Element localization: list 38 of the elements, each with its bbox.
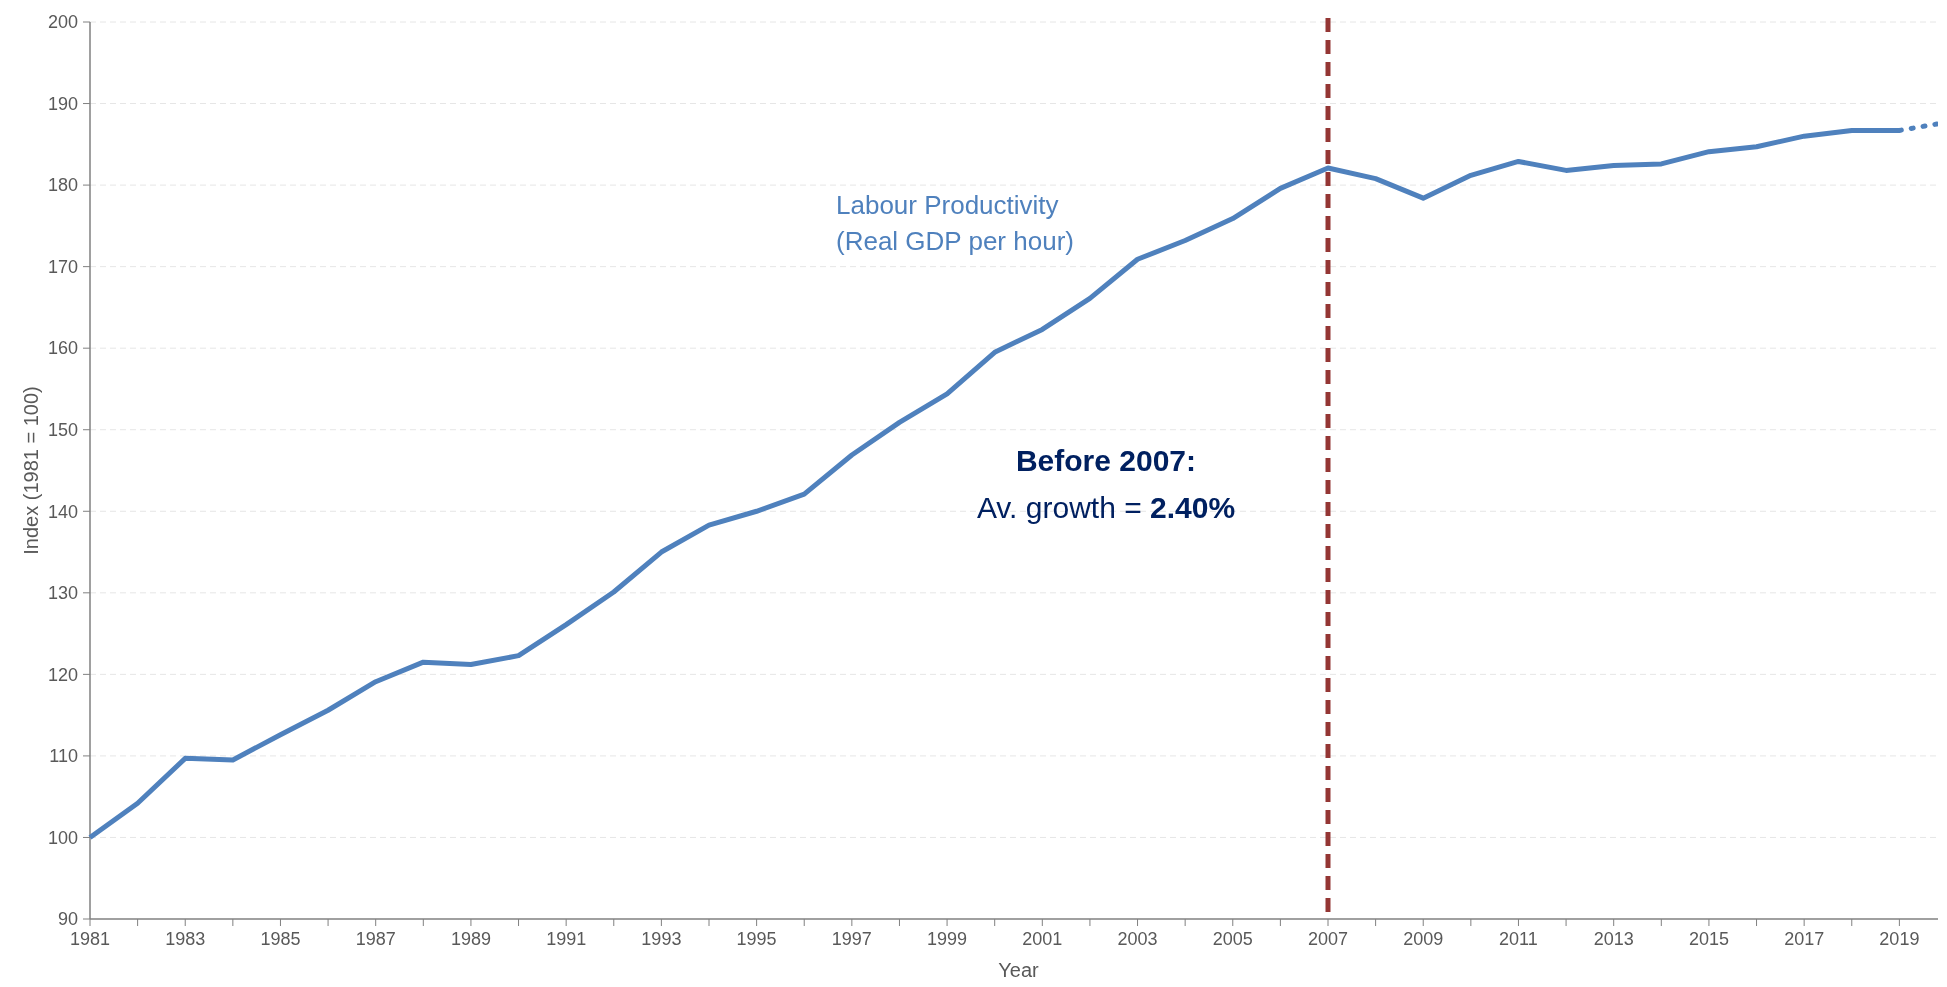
x-axis-title: Year (998, 959, 1040, 981)
x-tick-label: 1995 (736, 929, 777, 949)
y-tick-label: 90 (57, 909, 78, 930)
x-tick-label: 2013 (1593, 929, 1634, 949)
series-label: Labour Productivity (Real GDP per hour) (836, 190, 1074, 256)
x-tick-label: 2011 (1499, 929, 1538, 949)
annotation: Before 2007: (1015, 444, 1197, 477)
x-tick-label: 2015 (1688, 929, 1729, 949)
x-tick-label: 1999 (927, 929, 968, 949)
x-tick-label: 2017 (1784, 929, 1825, 949)
x-tick-label: 1981 (69, 929, 111, 949)
x-tick-label: 1993 (641, 929, 682, 949)
annotation: Av. growth = (976, 491, 1151, 524)
x-tick-label: 2007 (1307, 929, 1349, 949)
annotation: 2.40% (1150, 491, 1236, 524)
x-tick-label: 1987 (355, 929, 396, 949)
x-tick-label: 1991 (546, 929, 587, 949)
y-tick-label: 150 (47, 420, 78, 441)
y-tick-label: 170 (47, 256, 78, 277)
x-tick-label: 1985 (260, 929, 301, 949)
y-axis-title: Index (1981 = 100) (20, 386, 42, 555)
y-tick-label: 160 (47, 338, 78, 359)
y-tick-label: 120 (47, 664, 78, 685)
x-tick-label: 2019 (1879, 929, 1920, 949)
x-tick-label: 2009 (1403, 929, 1444, 949)
x-tick-label: 1997 (831, 929, 872, 949)
x-tick-label: 2003 (1117, 929, 1158, 949)
y-tick-label: 100 (47, 827, 78, 848)
y-tick-label: 130 (47, 583, 78, 604)
y-tick-label: 140 (47, 501, 78, 522)
y-tick-label: 180 (47, 175, 78, 196)
x-tick-label: 2001 (1022, 929, 1063, 949)
x-tick-label: 2005 (1212, 929, 1253, 949)
y-tick-label: 110 (49, 746, 78, 767)
y-tick-label: 190 (47, 93, 78, 114)
x-tick-label: 1989 (450, 929, 491, 949)
y-tick-label: 200 (47, 12, 78, 33)
x-tick-label: 1983 (165, 929, 206, 949)
